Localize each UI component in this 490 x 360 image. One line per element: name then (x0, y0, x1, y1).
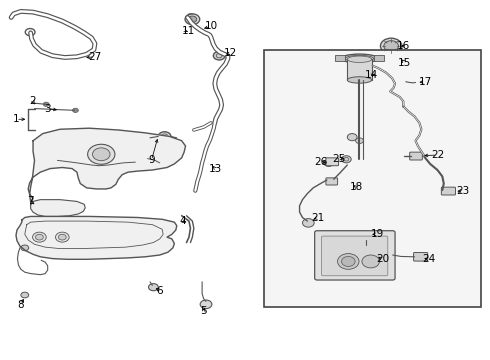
Text: 11: 11 (182, 26, 195, 36)
Ellipse shape (345, 55, 374, 62)
Text: 19: 19 (371, 229, 384, 239)
FancyBboxPatch shape (321, 236, 388, 276)
Text: 7: 7 (27, 197, 34, 206)
Text: 4: 4 (179, 216, 186, 226)
Text: 18: 18 (349, 182, 363, 192)
Circle shape (200, 300, 212, 309)
Circle shape (302, 219, 314, 227)
Circle shape (324, 159, 334, 166)
Text: 10: 10 (204, 21, 218, 31)
FancyBboxPatch shape (326, 158, 339, 166)
Bar (402, 57, 407, 62)
Circle shape (43, 102, 49, 107)
Polygon shape (28, 128, 186, 202)
Circle shape (35, 234, 43, 240)
Ellipse shape (379, 56, 403, 63)
Circle shape (73, 108, 78, 112)
Text: 2: 2 (30, 96, 36, 107)
FancyBboxPatch shape (371, 251, 385, 259)
Ellipse shape (341, 54, 378, 63)
Text: 26: 26 (314, 157, 327, 167)
Circle shape (188, 16, 197, 22)
FancyBboxPatch shape (410, 152, 422, 160)
Circle shape (21, 245, 29, 251)
Circle shape (185, 14, 200, 24)
Text: 9: 9 (148, 156, 155, 165)
Text: 14: 14 (365, 70, 378, 80)
Text: 20: 20 (376, 254, 389, 264)
Circle shape (380, 38, 402, 54)
Bar (375, 57, 380, 62)
Circle shape (213, 51, 225, 60)
Text: 17: 17 (418, 77, 432, 87)
Bar (335, 55, 345, 62)
Circle shape (21, 292, 29, 298)
Text: 5: 5 (200, 306, 207, 316)
Circle shape (32, 232, 46, 242)
Ellipse shape (383, 57, 399, 62)
FancyBboxPatch shape (441, 187, 456, 195)
FancyBboxPatch shape (315, 231, 395, 280)
Text: 12: 12 (224, 48, 237, 58)
Circle shape (148, 284, 158, 291)
Circle shape (413, 81, 416, 84)
Text: 15: 15 (398, 58, 412, 68)
Circle shape (384, 41, 398, 51)
Text: 16: 16 (397, 41, 410, 51)
Bar (347, 59, 372, 80)
Circle shape (347, 134, 357, 141)
Ellipse shape (347, 56, 372, 63)
Circle shape (58, 234, 66, 240)
FancyBboxPatch shape (414, 252, 428, 261)
Text: 24: 24 (422, 254, 436, 264)
Circle shape (356, 138, 364, 144)
Circle shape (338, 253, 359, 269)
Circle shape (88, 144, 115, 164)
FancyBboxPatch shape (265, 50, 481, 307)
Text: 3: 3 (45, 104, 51, 113)
Circle shape (158, 132, 171, 141)
Bar (374, 55, 384, 62)
FancyBboxPatch shape (326, 178, 338, 185)
Circle shape (25, 28, 35, 36)
Circle shape (342, 256, 355, 266)
Circle shape (55, 232, 69, 242)
Text: 6: 6 (156, 286, 163, 296)
Text: 21: 21 (312, 212, 325, 222)
Text: 23: 23 (457, 186, 470, 196)
Polygon shape (16, 216, 177, 259)
Ellipse shape (347, 77, 372, 83)
Polygon shape (30, 200, 85, 216)
Text: 13: 13 (209, 164, 222, 174)
Circle shape (406, 81, 410, 84)
Text: 22: 22 (431, 150, 444, 160)
Text: 27: 27 (88, 52, 101, 62)
Text: 25: 25 (332, 154, 345, 163)
Text: 1: 1 (13, 114, 19, 124)
Circle shape (93, 148, 110, 161)
Circle shape (362, 255, 379, 268)
Text: 8: 8 (18, 300, 24, 310)
Circle shape (360, 231, 372, 240)
Circle shape (342, 156, 351, 163)
